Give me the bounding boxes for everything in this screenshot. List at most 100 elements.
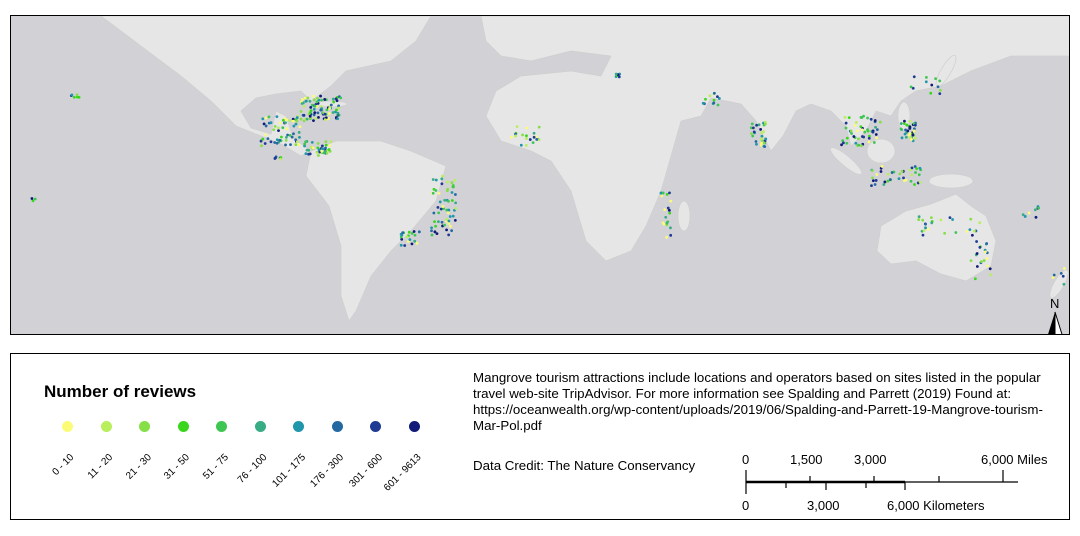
mangrove-site-point xyxy=(442,207,446,211)
mangrove-site-point xyxy=(327,116,330,120)
scale-mi-1500: 1,500 xyxy=(790,452,823,467)
mangrove-site-point xyxy=(294,143,298,147)
mangrove-site-point xyxy=(912,129,916,133)
mangrove-site-point xyxy=(926,227,930,231)
mangrove-site-point xyxy=(850,132,853,135)
mangrove-site-point xyxy=(525,134,528,138)
mangrove-site-point xyxy=(924,80,928,84)
mangrove-site-point xyxy=(306,96,310,100)
mangrove-site-point xyxy=(859,116,863,119)
mangrove-site-point xyxy=(860,128,864,132)
mangrove-site-point xyxy=(910,166,914,170)
mangrove-site-point xyxy=(331,97,335,101)
mangrove-site-point xyxy=(400,237,404,241)
mangrove-site-point xyxy=(886,179,890,183)
legend-swatch xyxy=(100,421,112,432)
mangrove-site-point xyxy=(912,127,916,131)
world-map[interactable]: N xyxy=(10,15,1070,335)
mangrove-site-point xyxy=(1052,273,1056,277)
mangrove-site-point xyxy=(430,226,433,230)
mangrove-site-point xyxy=(448,215,452,218)
mangrove-site-point xyxy=(337,106,341,110)
mangrove-site-point xyxy=(662,222,666,226)
mangrove-site-point xyxy=(31,199,35,203)
mangrove-site-point xyxy=(911,133,915,137)
mangrove-site-point xyxy=(525,126,529,130)
australia xyxy=(876,193,997,282)
legend-title: Number of reviews xyxy=(44,382,197,401)
mangrove-site-point xyxy=(862,114,865,118)
mangrove-site-point xyxy=(313,104,317,108)
legend-label: 31 - 50 xyxy=(162,452,193,482)
mangrove-site-point xyxy=(973,277,977,281)
mangrove-site-point xyxy=(899,122,903,125)
mangrove-site-point xyxy=(308,114,312,118)
mangrove-site-point xyxy=(291,117,295,121)
mangrove-site-point xyxy=(403,244,407,247)
mangrove-site-point xyxy=(930,83,934,87)
mangrove-site-point xyxy=(908,168,912,172)
mangrove-site-point xyxy=(978,221,982,225)
legend-swatch xyxy=(331,421,343,432)
mangrove-site-point xyxy=(450,199,454,202)
mangrove-site-point xyxy=(873,119,877,122)
mangrove-site-point xyxy=(316,96,319,100)
mangrove-site-point xyxy=(917,173,921,177)
mangrove-site-point xyxy=(313,111,317,115)
north-label: N xyxy=(1050,296,1060,311)
mangrove-site-point xyxy=(291,119,295,123)
mangrove-site-point xyxy=(983,250,987,254)
mangrove-site-point xyxy=(301,97,304,101)
legend-label: 11 - 20 xyxy=(86,452,116,482)
mangrove-site-point xyxy=(915,167,919,171)
mangrove-site-point xyxy=(874,125,877,129)
north-arrow-icon xyxy=(1048,311,1063,334)
mangrove-site-point xyxy=(285,127,289,131)
mangrove-site-point xyxy=(717,97,721,100)
mangrove-site-point xyxy=(323,112,327,116)
mangrove-site-point xyxy=(312,119,315,123)
mangrove-site-point xyxy=(757,123,761,127)
mangrove-site-point xyxy=(936,85,940,89)
mangrove-site-point xyxy=(985,257,989,260)
mangrove-site-point xyxy=(854,141,858,145)
mangrove-site-point xyxy=(908,119,912,123)
mangrove-site-point xyxy=(982,259,986,262)
mangrove-site-point xyxy=(312,113,316,117)
mangrove-site-point xyxy=(948,216,952,220)
mangrove-site-point xyxy=(443,198,447,202)
mangrove-site-point xyxy=(309,111,312,114)
legend-panel: Number of reviews 0 - 10 11 - 20 21 - 30 31… xyxy=(10,353,1070,520)
mangrove-site-point xyxy=(328,144,331,147)
mangrove-site-point xyxy=(751,134,755,138)
mangrove-site-point xyxy=(264,133,268,137)
mangrove-site-point xyxy=(975,252,979,255)
mangrove-site-point xyxy=(434,224,438,228)
mangrove-site-point xyxy=(324,143,328,147)
mangrove-site-point xyxy=(260,144,263,148)
mangrove-site-point xyxy=(754,140,758,143)
mangrove-site-point xyxy=(918,180,922,184)
mangrove-site-point xyxy=(840,143,843,147)
mangrove-site-point xyxy=(930,221,934,225)
mangrove-site-point xyxy=(985,242,989,245)
mangrove-site-point xyxy=(866,116,869,120)
mangrove-site-point xyxy=(755,123,758,127)
mangrove-site-point xyxy=(445,189,449,193)
mangrove-site-point xyxy=(515,125,519,129)
mangrove-site-point xyxy=(329,140,333,143)
mangrove-site-point xyxy=(759,143,763,147)
mangrove-site-point xyxy=(925,75,928,79)
mangrove-site-point xyxy=(975,265,979,268)
mangrove-site-point xyxy=(663,208,667,212)
mangrove-site-point xyxy=(290,135,294,139)
points-layer xyxy=(30,72,1066,286)
mangrove-site-point xyxy=(295,116,299,119)
mangrove-site-point xyxy=(316,154,320,157)
mangrove-site-point xyxy=(878,120,882,124)
mangrove-site-point xyxy=(537,125,541,129)
mangrove-site-point xyxy=(431,191,435,195)
mangrove-site-point xyxy=(284,143,287,147)
mangrove-site-point xyxy=(866,129,870,133)
mangrove-site-point xyxy=(862,135,866,139)
